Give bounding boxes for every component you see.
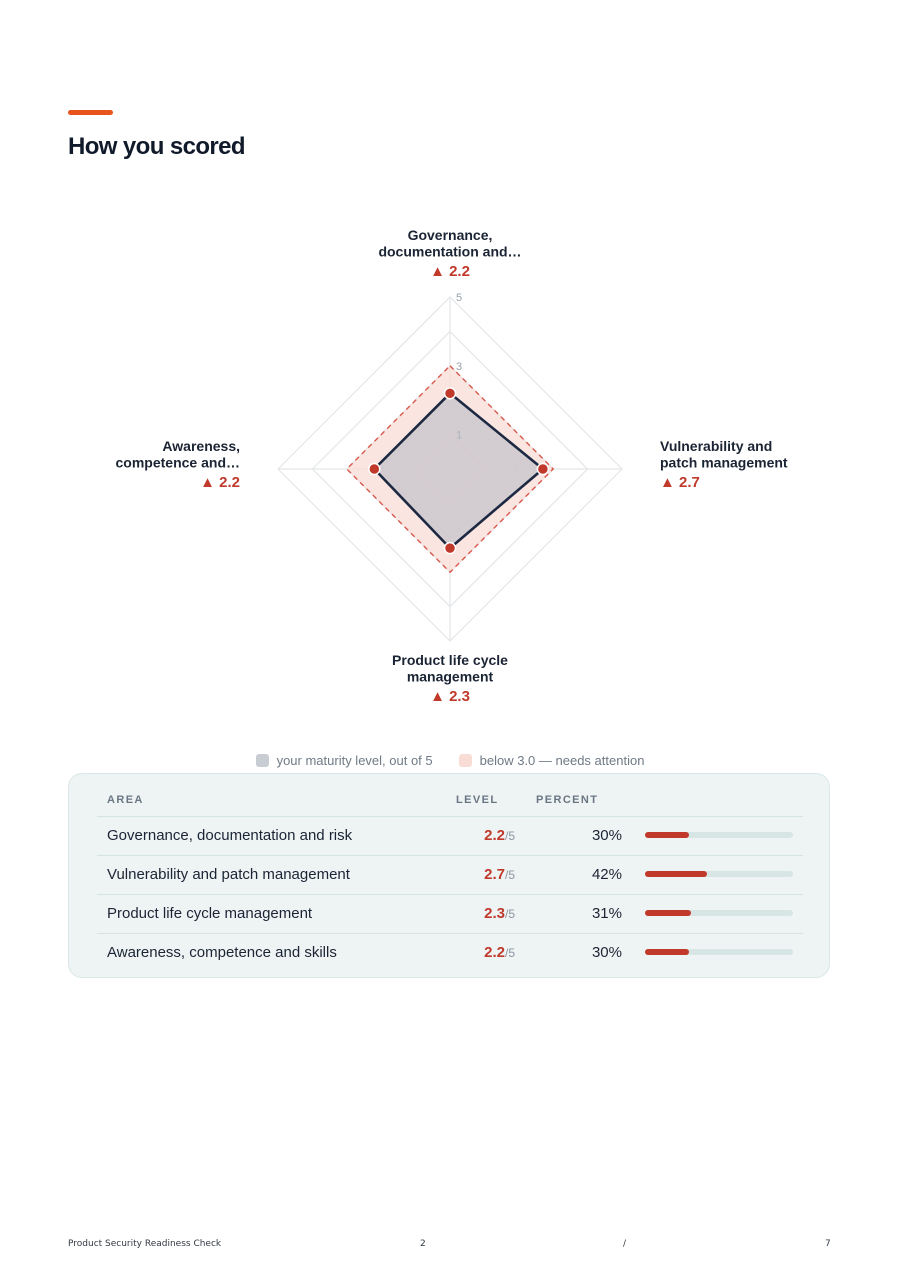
row-level: 2.7/5 — [427, 866, 515, 883]
percent-bar-fill — [645, 910, 691, 916]
percent-bar — [645, 832, 793, 838]
axis-label: Awareness, — [162, 438, 240, 454]
level-value: 2.7 — [484, 866, 505, 883]
radar-chart: 531Governance,documentation and…▲ 2.2Vul… — [116, 227, 788, 705]
series-point — [536, 462, 550, 476]
table-row: Product life cycle management 2.3/5 31% — [97, 894, 803, 933]
percent-bar — [645, 871, 793, 877]
header-area: AREA — [107, 794, 144, 806]
table-row: Governance, documentation and risk 2.2/5… — [97, 816, 803, 855]
axis-score: ▲ 2.3 — [430, 688, 470, 705]
axis-label: Governance, — [408, 227, 493, 243]
header-level: LEVEL — [456, 794, 499, 806]
row-level: 2.2/5 — [427, 944, 515, 961]
title-accent-bar — [68, 110, 113, 115]
percent-bar — [645, 910, 793, 916]
footer-doc-title: Product Security Readiness Check — [68, 1239, 222, 1249]
row-area: Vulnerability and patch management — [107, 866, 350, 883]
axis-label: documentation and… — [378, 244, 521, 260]
header-percent: PERCENT — [536, 794, 599, 806]
series-point — [443, 387, 457, 400]
percent-bar-fill — [645, 949, 690, 955]
legend-item-attention: below 3.0 — needs attention — [458, 753, 645, 768]
tick-label: 3 — [456, 361, 462, 373]
level-max: /5 — [504, 907, 515, 921]
footer-page-number: 2 — [420, 1239, 426, 1249]
axis-score: ▲ 2.2 — [200, 474, 240, 491]
legend-swatch-maturity — [255, 754, 269, 767]
page-title: How you scored — [68, 133, 246, 160]
legend-label-maturity: your maturity level, out of 5 — [276, 753, 433, 768]
percent-bar-fill — [645, 832, 690, 838]
axis-label: Product life cycle — [392, 652, 508, 668]
axis-score: ▲ 2.2 — [430, 263, 470, 280]
axis-label: competence and… — [116, 455, 240, 471]
row-level: 2.2/5 — [427, 827, 515, 844]
percent-bar-fill — [645, 871, 708, 877]
legend-swatch-attention — [458, 754, 472, 767]
legend-item-maturity: your maturity level, out of 5 — [255, 753, 433, 768]
row-area: Governance, documentation and risk — [107, 827, 353, 844]
footer-separator: / — [623, 1239, 627, 1249]
level-value: 2.2 — [484, 827, 505, 844]
axis-label: patch management — [660, 455, 788, 471]
percent-bar — [645, 949, 793, 955]
level-max: /5 — [504, 946, 515, 960]
tick-label: 5 — [456, 292, 462, 304]
axis-label: management — [407, 669, 494, 685]
chart-legend: your maturity level, out of 5 below 3.0 … — [0, 753, 900, 768]
row-area: Product life cycle management — [107, 905, 313, 922]
level-value: 2.2 — [484, 944, 505, 961]
series-point — [443, 541, 457, 555]
level-max: /5 — [504, 868, 515, 882]
level-value: 2.3 — [484, 905, 505, 922]
row-percent: 30% — [591, 827, 622, 844]
series-point — [368, 462, 381, 476]
score-table: AREA LEVEL PERCENT Governance, documenta… — [68, 773, 830, 978]
row-percent: 31% — [591, 905, 622, 922]
axis-label: Vulnerability and — [660, 438, 772, 454]
row-level: 2.3/5 — [427, 905, 515, 922]
level-max: /5 — [504, 829, 515, 843]
row-percent: 30% — [591, 944, 622, 961]
row-area: Awareness, competence and skills — [107, 944, 337, 961]
table-row: Vulnerability and patch management 2.7/5… — [97, 855, 803, 894]
legend-label-attention: below 3.0 — needs attention — [479, 753, 645, 768]
table-row: Awareness, competence and skills 2.2/5 3… — [97, 933, 803, 972]
row-percent: 42% — [591, 866, 622, 883]
axis-score: ▲ 2.7 — [660, 474, 700, 491]
footer-page-total: 7 — [825, 1239, 831, 1249]
